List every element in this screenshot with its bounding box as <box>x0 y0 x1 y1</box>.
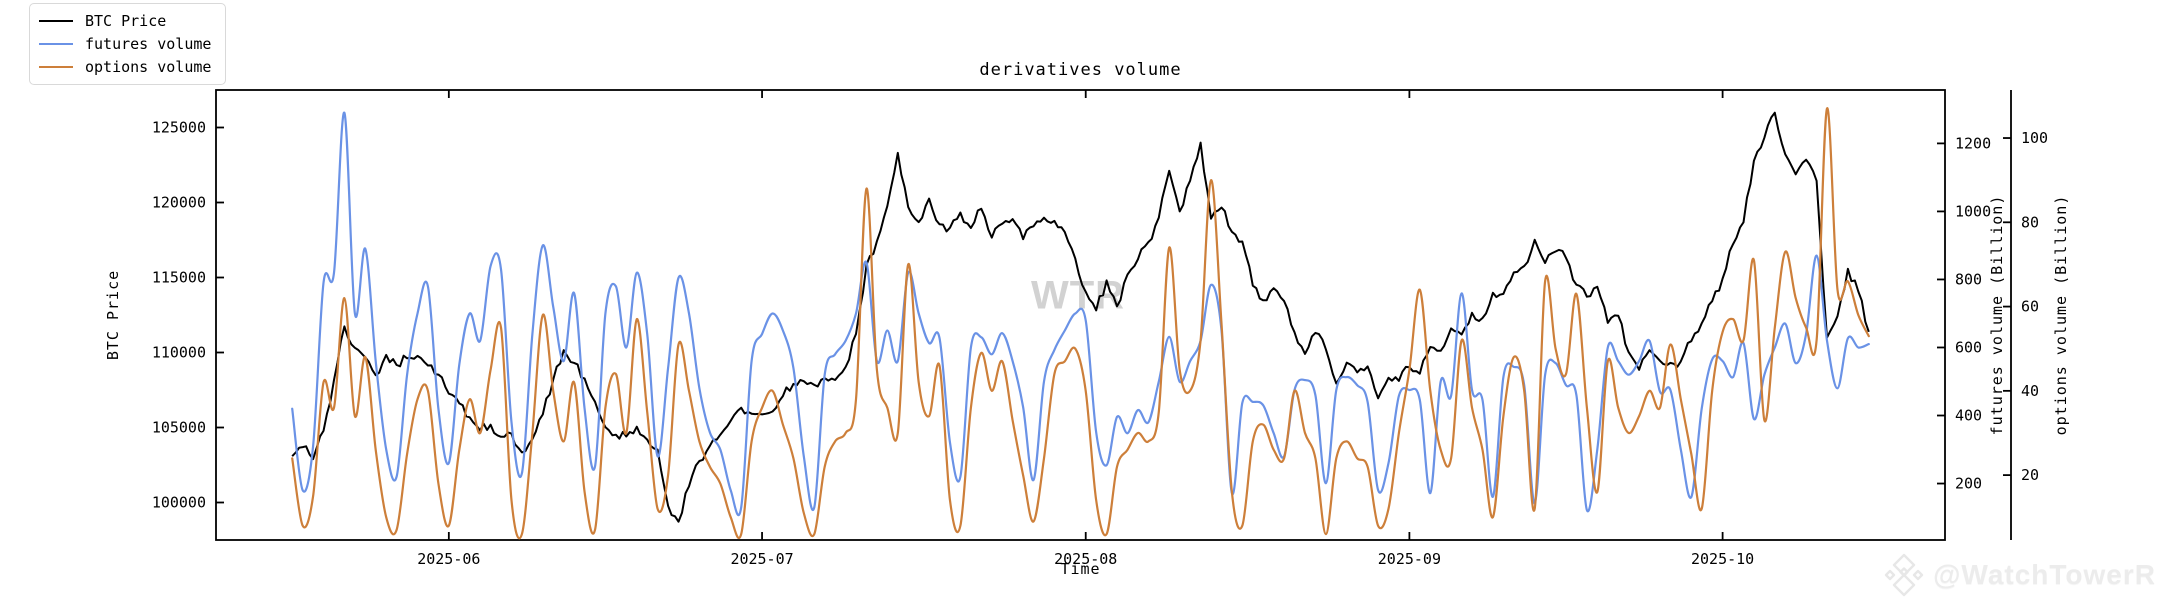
legend-item-options: options volume <box>39 58 211 76</box>
tick-label: 400 <box>1955 407 1982 425</box>
axes-frame: 2025-06 2025-07 2025-08 2025-09 2025-10 10000… <box>152 89 2048 568</box>
legend-label: futures volume <box>85 35 212 53</box>
futures-line-swatch <box>39 43 73 45</box>
legend-item-futures: futures volume <box>39 35 211 53</box>
tick-label: 100 <box>2021 129 2048 147</box>
tick-label: 1200 <box>1955 134 1991 152</box>
legend-label: BTC Price <box>85 12 167 30</box>
tick-label: 60 <box>2021 298 2039 316</box>
x-axis-title: Time <box>1060 560 1101 578</box>
tick-label: 600 <box>1955 338 1982 356</box>
tick-label: 2025-06 <box>417 550 480 568</box>
tick-label: 120000 <box>152 194 206 212</box>
bottom-watermark-text: @WatchTowerR <box>1933 559 2156 590</box>
tick-label: 2025-09 <box>1378 550 1441 568</box>
legend-item-btc: BTC Price <box>39 12 211 30</box>
tick-label: 40 <box>2021 382 2039 400</box>
btc-price-line <box>291 111 1870 523</box>
options-volume-line <box>291 107 1870 540</box>
tick-label: 200 <box>1955 475 1982 493</box>
tick-label: 105000 <box>152 419 206 437</box>
chart-title: derivatives volume <box>979 60 1182 80</box>
tick-label: 110000 <box>152 344 206 362</box>
tick-label: 2025-10 <box>1691 550 1754 568</box>
tick-label: 115000 <box>152 269 206 287</box>
tick-label: 800 <box>1955 270 1982 288</box>
tick-label: 20 <box>2021 466 2039 484</box>
tick-label: 80 <box>2021 213 2039 231</box>
btc-axis-title: BTC Price <box>104 269 122 361</box>
futures-volume-line <box>291 111 1870 517</box>
legend-label: options volume <box>85 58 212 76</box>
tick-label: 100000 <box>152 494 206 512</box>
tick-label: 125000 <box>152 119 206 137</box>
tick-label: 1000 <box>1955 202 1991 220</box>
options-line-swatch <box>39 66 73 68</box>
bottom-watermark: @WatchTowerR <box>0 552 2156 598</box>
futures-axis-title: futures volume (Billion) <box>1988 194 2006 436</box>
options-axis-title: options volume (Billion) <box>2052 194 2070 436</box>
btc-line-swatch <box>39 20 73 22</box>
tick-label: 2025-07 <box>730 550 793 568</box>
series-lines <box>291 107 1870 540</box>
tick-label: 2025-08 <box>1054 550 1117 568</box>
diamond-logo-icon <box>1884 553 1924 597</box>
legend[interactable]: BTC Price futures volume options volume <box>29 3 227 85</box>
